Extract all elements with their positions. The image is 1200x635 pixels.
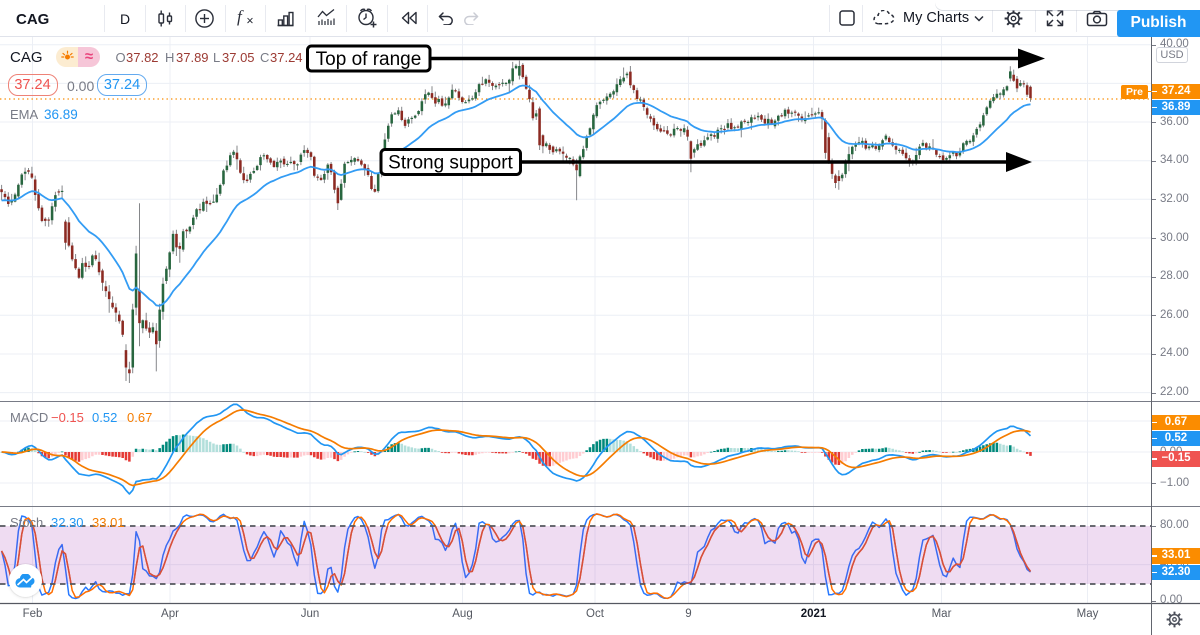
svg-text:Top of range: Top of range <box>316 49 422 70</box>
svg-text:Strong support: Strong support <box>388 153 513 174</box>
